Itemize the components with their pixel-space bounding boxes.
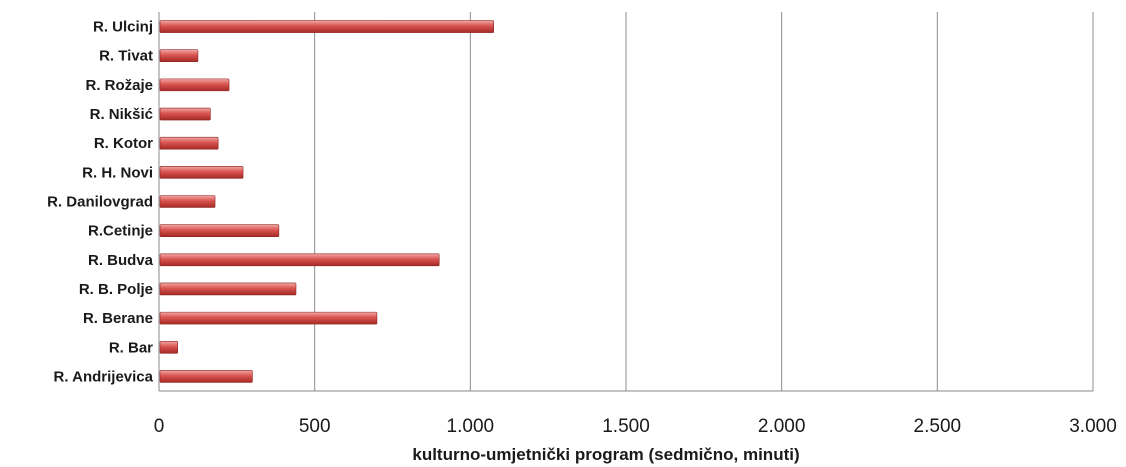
category-labels: R. Andrijevica R. Bar R. Berane R. B. Polje…	[47, 19, 154, 386]
category-label: R. Kotor	[94, 135, 153, 152]
category-label: R. Budva	[88, 252, 154, 269]
x-tick-label: 1.500	[602, 416, 650, 437]
bar	[159, 78, 230, 92]
x-tick-label: 2.000	[758, 416, 806, 437]
bar	[159, 107, 211, 121]
category-label: R. Berane	[83, 310, 153, 327]
category-label: R. Bar	[109, 339, 153, 356]
x-tick-label: 3.000	[1069, 416, 1117, 437]
bars	[159, 20, 494, 383]
category-label: R. Nikšić	[90, 106, 153, 123]
gridlines	[314, 12, 1094, 391]
x-tick-label: 1.000	[447, 416, 495, 437]
category-label: R. H. Novi	[82, 164, 153, 181]
category-label: R. Danilovgrad	[47, 194, 153, 211]
x-tick-label: 0	[154, 416, 165, 437]
bar	[159, 49, 199, 63]
category-label: R. B. Polje	[79, 281, 153, 298]
x-tick-label: 500	[299, 416, 331, 437]
category-label: R. Andrijevica	[54, 368, 154, 385]
bar	[159, 370, 253, 383]
category-label: R. Rožaje	[85, 77, 153, 94]
bar	[159, 136, 219, 150]
category-label: R. Ulcinj	[93, 19, 153, 36]
bar	[159, 20, 494, 33]
bar	[159, 282, 297, 296]
bar	[159, 340, 178, 354]
x-axis-title: kulturno-umjetnički program (sedmično, m…	[412, 445, 799, 464]
bar	[159, 195, 216, 208]
x-tick-labels: 0 500 1.000 1.500 2.000 2.500 3.000	[154, 416, 1117, 437]
bar	[159, 166, 244, 179]
bar	[159, 224, 280, 237]
category-label: R.Cetinje	[88, 223, 153, 240]
bar	[159, 311, 378, 325]
category-label: R. Tivat	[99, 48, 153, 65]
bar	[159, 253, 440, 267]
x-tick-label: 2.500	[914, 416, 962, 437]
